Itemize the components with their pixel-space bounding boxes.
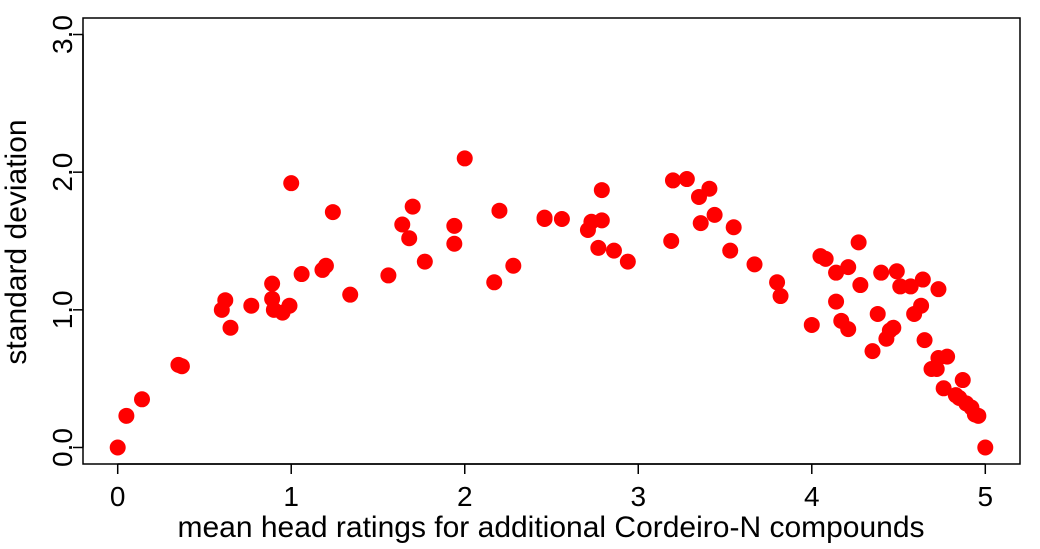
data-point (293, 266, 310, 283)
data-point (342, 286, 359, 303)
data-point (394, 216, 411, 233)
data-point (701, 180, 718, 197)
data-point (930, 281, 947, 298)
data-point (109, 439, 126, 456)
data-point (317, 257, 334, 274)
data-point (772, 288, 789, 305)
data-point (553, 210, 570, 227)
data-point (664, 172, 681, 189)
data-point (133, 391, 150, 408)
data-point (380, 267, 397, 284)
data-point (505, 257, 522, 274)
data-point (173, 358, 190, 375)
data-point (916, 332, 933, 349)
data-point (401, 230, 418, 247)
data-point (722, 242, 739, 259)
data-point (769, 274, 786, 291)
data-point (324, 204, 341, 221)
data-point (885, 319, 902, 336)
x-tick-label: 1 (283, 481, 299, 512)
data-point (869, 305, 886, 322)
data-point (977, 439, 994, 456)
data-point (864, 343, 881, 360)
data-point (935, 380, 952, 397)
data-point (536, 209, 553, 226)
y-axis: 0.0 1.0 2.0 3.0 (47, 15, 84, 467)
y-tick-label: 3.0 (47, 15, 78, 54)
data-point (456, 150, 473, 167)
x-tick-label: 0 (110, 481, 126, 512)
data-point (725, 219, 742, 236)
data-point (283, 175, 300, 192)
y-axis-label: standard deviation (0, 119, 33, 364)
data-point (619, 253, 636, 270)
plot-frame (82, 17, 1021, 465)
data-point (416, 253, 433, 270)
data-point (913, 297, 930, 314)
data-point (970, 407, 987, 424)
data-point (939, 348, 956, 365)
data-point (817, 250, 834, 267)
data-point (663, 233, 680, 249)
y-tick-label: 1.0 (47, 290, 78, 329)
x-tick-label: 3 (630, 481, 646, 512)
x-axis: 0 1 2 3 4 5 (110, 463, 994, 512)
data-point (914, 271, 931, 288)
data-point (446, 217, 463, 234)
data-point (850, 234, 867, 251)
y-tick-label: 2.0 (47, 153, 78, 192)
data-point (590, 239, 607, 256)
data-point (605, 242, 622, 259)
data-point (678, 171, 695, 188)
data-point (873, 264, 890, 281)
data-point (954, 372, 971, 389)
data-point (243, 297, 260, 314)
x-axis-label: mean head ratings for additional Cordeir… (177, 511, 924, 544)
data-point (217, 292, 234, 309)
data-point (902, 278, 919, 295)
x-tick-label: 4 (804, 481, 820, 512)
data-point (446, 235, 463, 252)
data-point (404, 198, 421, 215)
data-point (222, 319, 239, 336)
data-point (803, 316, 820, 333)
data-point (828, 264, 845, 281)
data-point (692, 215, 709, 232)
data-point (746, 256, 763, 273)
data-point (593, 212, 610, 229)
x-tick-label: 2 (457, 481, 473, 512)
data-point (118, 407, 135, 424)
data-point (852, 277, 869, 294)
data-point (264, 275, 281, 292)
data-point (888, 263, 905, 280)
data-point (706, 206, 723, 223)
data-point (491, 202, 508, 219)
y-tick-label: 0.0 (47, 428, 78, 467)
data-point (840, 321, 857, 338)
data-point (281, 297, 298, 314)
data-point (840, 259, 857, 276)
x-tick-label: 5 (978, 481, 994, 512)
data-points (109, 150, 994, 456)
data-point (593, 182, 610, 199)
data-point (486, 274, 503, 291)
data-point (828, 293, 845, 310)
